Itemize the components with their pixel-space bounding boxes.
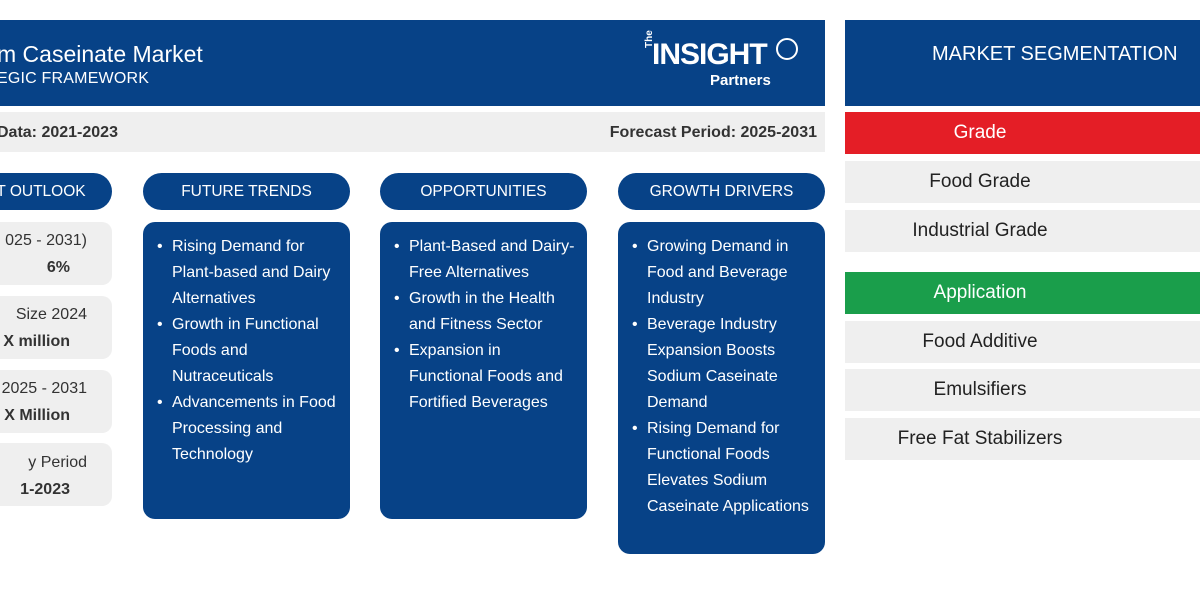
logo-main-text: INSIGHT: [652, 38, 768, 71]
segmentation-header: [845, 20, 1200, 106]
period-bar: [0, 112, 825, 152]
segment-item: Industrial Grade: [845, 210, 1200, 252]
stat-label: e 2025 - 2031: [0, 380, 87, 397]
report-header: [0, 20, 825, 106]
list-item: Advancements in Food Processing and Tech…: [157, 390, 340, 468]
list-item: Growth in the Health and Fitness Sector: [394, 286, 577, 338]
segment-category-application: Application: [845, 272, 1200, 314]
stat-label: y Period: [28, 454, 87, 471]
list-item: Expansion in Functional Foods and Fortif…: [394, 338, 577, 416]
segment-item: Free Fat Stabilizers: [845, 418, 1200, 460]
future-trends-pill: FUTURE TRENDS: [143, 173, 350, 210]
opportunities-label: OPPORTUNITIES: [420, 183, 547, 200]
historical-data-label: Data: 2021-2023: [0, 124, 118, 141]
growth-drivers-pill: GROWTH DRIVERS: [618, 173, 825, 210]
logo-ring-icon: [776, 38, 798, 60]
stat-label: Size 2024: [15, 306, 87, 323]
future-trends-list: Rising Demand for Plant-based and Dairy …: [143, 222, 350, 468]
stat-card-history-period: y Period 1-2023: [0, 443, 112, 506]
growth-drivers-label: GROWTH DRIVERS: [649, 183, 794, 200]
insight-partners-logo: The INSIGHT Partners: [640, 30, 810, 94]
opportunities-pill: OPPORTUNITIES: [380, 173, 587, 210]
list-item: Plant-Based and Dairy-Free Alternatives: [394, 234, 577, 286]
opportunities-list: Plant-Based and Dairy-Free Alternatives …: [380, 222, 587, 416]
list-item: Rising Demand for Plant-based and Dairy …: [157, 234, 340, 312]
stat-card-market-size: Size 2024 X million: [0, 296, 112, 359]
growth-drivers-list: Growing Demand in Food and Beverage Indu…: [618, 222, 825, 520]
growth-drivers-box: Growing Demand in Food and Beverage Indu…: [618, 222, 825, 554]
segment-item: Food Additive: [845, 321, 1200, 363]
segment-item: Food Grade: [845, 161, 1200, 203]
logo-sub-text: Partners: [710, 72, 771, 89]
list-item: Rising Demand for Functional Foods Eleva…: [632, 416, 815, 520]
list-item: Growth in Functional Foods and Nutraceut…: [157, 312, 340, 390]
list-item: Growing Demand in Food and Beverage Indu…: [632, 234, 815, 312]
report-subtitle: EGIC FRAMEWORK: [0, 70, 150, 87]
forecast-period-label: Forecast Period: 2025-2031: [609, 124, 817, 141]
segmentation-title: MARKET SEGMENTATION: [932, 43, 1178, 65]
future-trends-label: FUTURE TRENDS: [181, 183, 312, 200]
stat-value: X Million: [4, 407, 70, 424]
outlook-pill: T OUTLOOK: [0, 173, 112, 210]
segment-category-grade: Grade: [845, 112, 1200, 154]
stat-card-forecast-value: e 2025 - 2031 X Million: [0, 370, 112, 433]
stat-label: 025 - 2031): [5, 232, 87, 249]
stat-value: 1-2023: [20, 481, 70, 498]
stat-card-cagr: 025 - 2031) 6%: [0, 222, 112, 285]
stat-value: 6%: [46, 259, 70, 276]
opportunities-box: Plant-Based and Dairy-Free Alternatives …: [380, 222, 587, 519]
segment-item: Emulsifiers: [845, 369, 1200, 411]
outlook-pill-label: T OUTLOOK: [0, 183, 86, 200]
stat-value: X million: [3, 333, 70, 350]
future-trends-box: Rising Demand for Plant-based and Dairy …: [143, 222, 350, 519]
report-title: m Caseinate Market: [0, 41, 203, 67]
list-item: Beverage Industry Expansion Boosts Sodiu…: [632, 312, 815, 416]
